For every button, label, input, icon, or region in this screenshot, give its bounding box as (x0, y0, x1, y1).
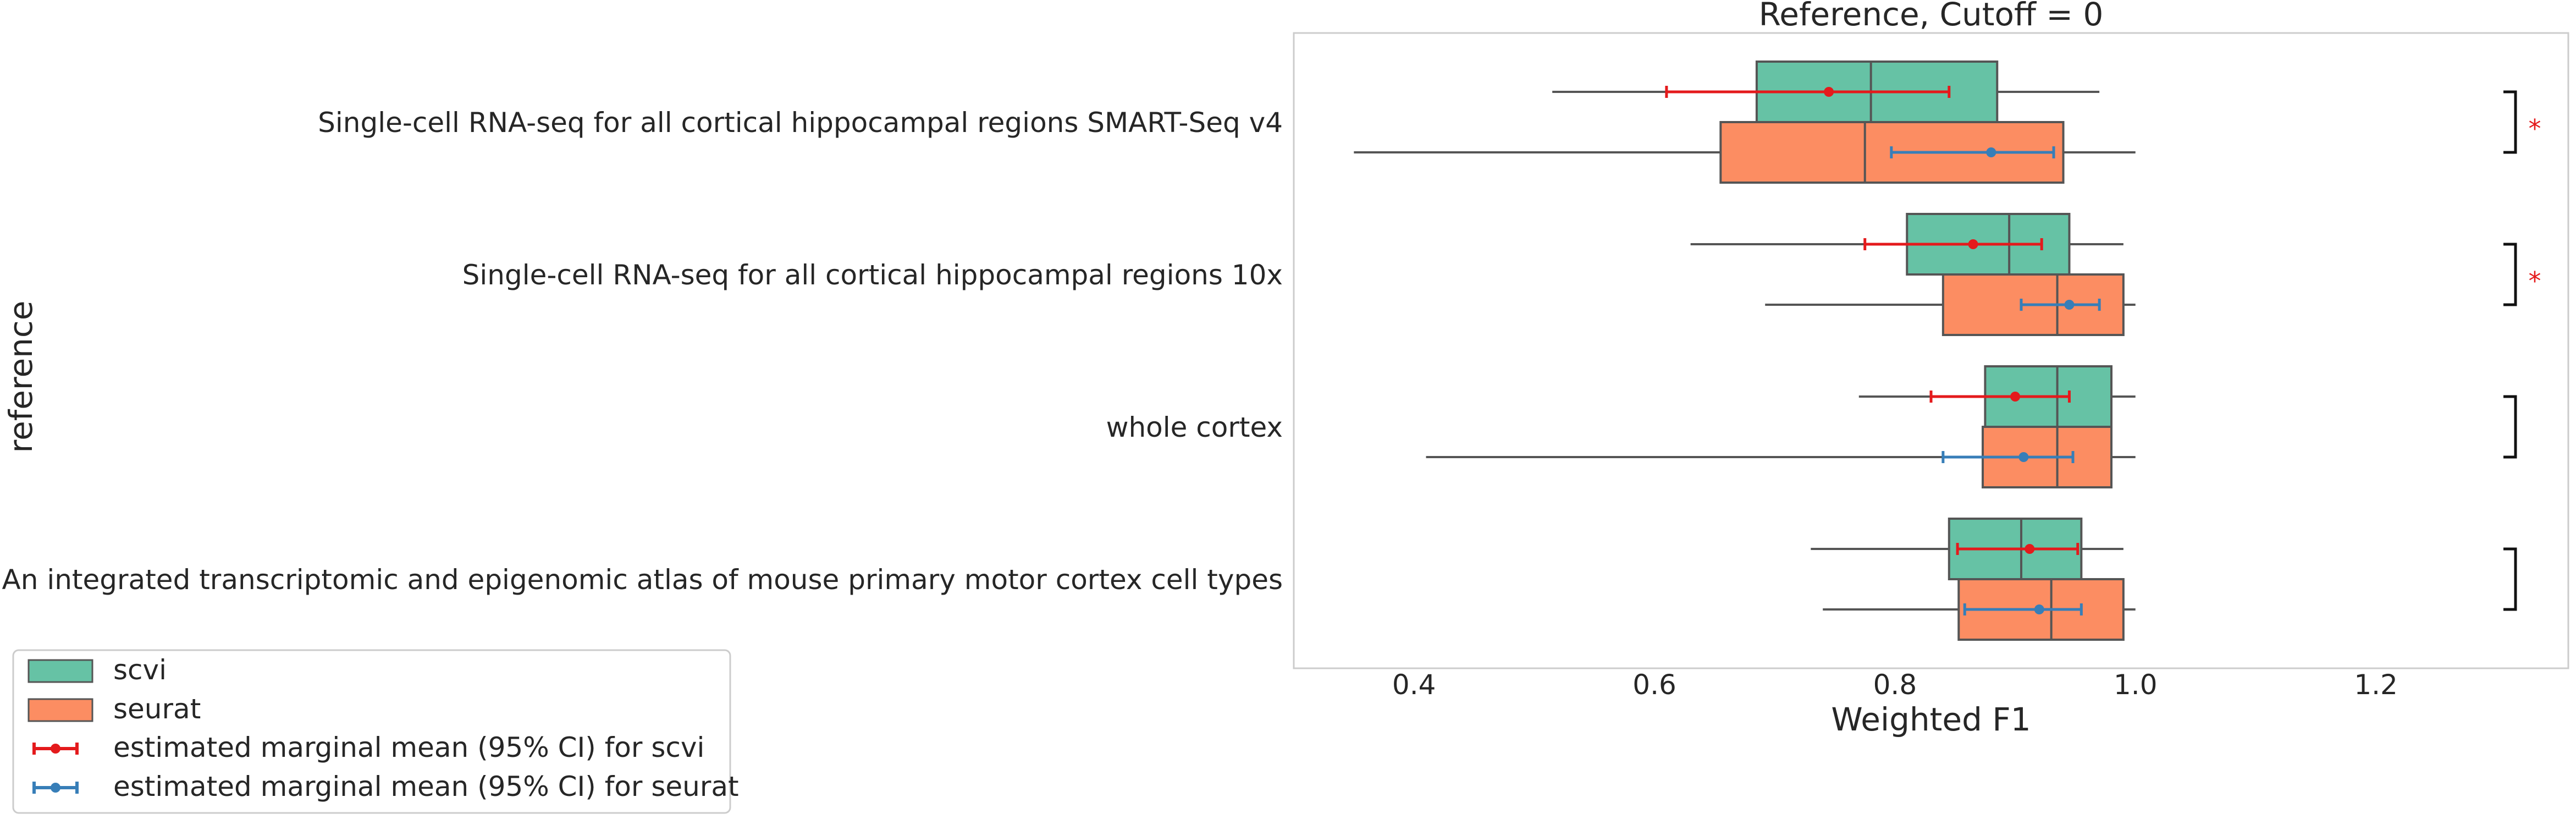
legend-frame (12, 649, 731, 814)
mean-scvi-3 (1956, 543, 2079, 555)
sig-bracket-2 (2503, 395, 2517, 459)
box-plots (1354, 61, 2136, 641)
sig-bracket-1 (2503, 243, 2517, 306)
mean-point (1986, 147, 1996, 157)
marginal-means (1665, 86, 2101, 615)
sig-bracket-3 (2503, 547, 2517, 611)
x-tick-0: 0.4 (1392, 669, 1436, 701)
y-tick-0: Single-cell RNA-seq for all cortical hip… (318, 107, 1283, 139)
legend-label-seurat: seurat (113, 693, 201, 725)
y-axis-label: reference (2, 301, 40, 453)
mean-seurat-0 (1890, 146, 2055, 158)
legend-label-scvi-mean: estimated marginal mean (95% CI) for scv… (113, 732, 704, 763)
x-tick-3: 1.0 (2114, 669, 2158, 701)
x-tick-labels: 0.4 0.6 0.8 1.0 1.2 (1392, 669, 2398, 701)
significance-brackets: ** (2503, 90, 2541, 611)
plot-frame (1293, 32, 2569, 669)
legend-label-scvi: scvi (113, 654, 167, 686)
mean-scvi-1 (1863, 238, 2043, 250)
y-tick-3: An integrated transcriptomic and epigeno… (2, 564, 1283, 596)
sig-marker-0: * (2529, 114, 2541, 144)
mean-scvi-2 (1929, 391, 2071, 403)
mean-seurat-2 (1941, 451, 2075, 463)
y-tick-1: Single-cell RNA-seq for all cortical hip… (462, 259, 1283, 291)
mean-point (2025, 544, 2035, 554)
sig-bracket-0 (2503, 90, 2517, 154)
mean-point (2010, 392, 2021, 402)
mean-seurat-3 (1963, 603, 2083, 615)
legend-marker-scvi-mean (32, 743, 79, 755)
legend-marker-seurat-mean (32, 782, 79, 794)
mean-point (1968, 239, 1978, 249)
legend: scvi seurat estimated marginal mean (95%… (12, 649, 739, 814)
mean-point (1824, 87, 1834, 97)
legend-swatch-scvi (27, 659, 93, 683)
mean-seurat-1 (2020, 299, 2101, 311)
legend-swatch-seurat (27, 698, 93, 722)
x-tick-2: 0.8 (1873, 669, 1917, 701)
mean-scvi-0 (1665, 86, 1951, 98)
sig-marker-1: * (2529, 266, 2541, 296)
mean-point (2034, 604, 2044, 614)
x-axis-label: Weighted F1 (1831, 701, 2031, 738)
mean-point (2018, 452, 2029, 462)
x-tick-1: 0.6 (1632, 669, 1676, 701)
x-tick-4: 1.2 (2354, 669, 2398, 701)
legend-label-seurat-mean: estimated marginal mean (95% CI) for seu… (113, 771, 739, 802)
chart-title: Reference, Cutoff = 0 (1759, 0, 2104, 33)
y-tick-2: whole cortex (1106, 411, 1283, 443)
mean-point (2064, 300, 2075, 310)
y-tick-labels: Single-cell RNA-seq for all cortical hip… (2, 107, 1283, 596)
